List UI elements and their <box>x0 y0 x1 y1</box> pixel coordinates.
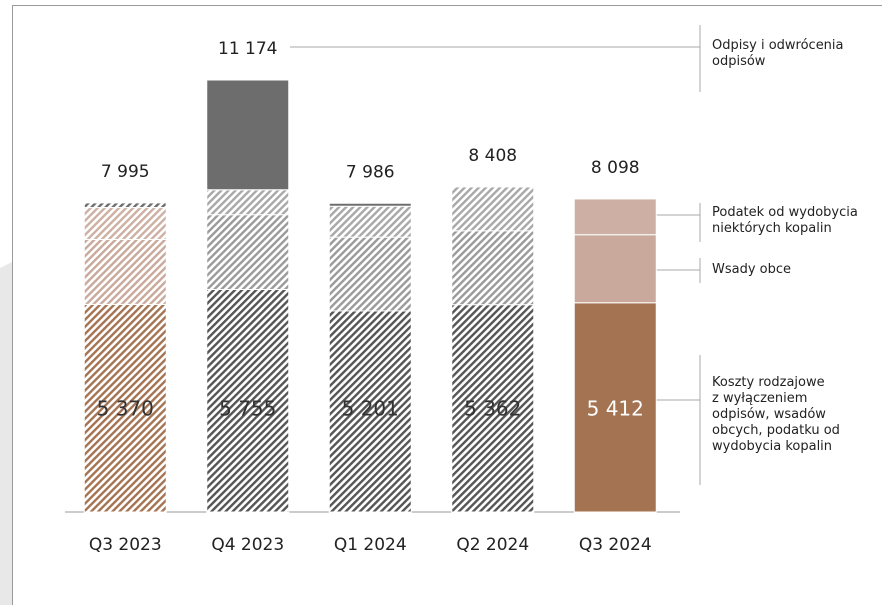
x-tick-label: Q3 2023 <box>89 535 162 555</box>
legend-entry: Podatek od wydobycia niektórych kopalin <box>712 205 858 236</box>
frame <box>12 5 882 605</box>
total-label: 7 995 <box>101 162 150 182</box>
legend-entry: Koszty rodzajowe z wyłączeniem odpisów, … <box>712 375 840 454</box>
side-strip <box>0 262 12 605</box>
bar-segment <box>328 202 412 207</box>
bar-segment <box>206 214 290 291</box>
segment-label: 5 370 <box>97 397 154 421</box>
bar-segment <box>328 205 412 238</box>
bar-segment <box>573 302 657 513</box>
x-tick-label: Q2 2024 <box>456 535 529 555</box>
bar-segment <box>206 289 290 513</box>
x-tick-label: Q4 2023 <box>211 535 284 555</box>
total-label: 7 986 <box>346 162 395 182</box>
x-tick-label: Q1 2024 <box>334 535 407 555</box>
bar-segment <box>573 234 657 304</box>
total-label: 11 174 <box>218 39 277 59</box>
legend-entry: Wsady obce <box>712 262 792 277</box>
segment-label: 5 412 <box>587 397 644 421</box>
segment-label: 5 755 <box>219 397 276 421</box>
total-label: 8 098 <box>591 158 640 178</box>
leaders <box>290 25 701 485</box>
total-label: 8 408 <box>468 146 517 166</box>
bar-segment <box>451 304 535 513</box>
bar-segment <box>83 238 167 305</box>
segment-label: 5 201 <box>342 397 399 421</box>
bar-segment <box>83 207 167 240</box>
bar-segment <box>573 198 657 236</box>
bar-segment <box>83 202 167 209</box>
bar-segment <box>206 189 290 216</box>
bar-segment <box>328 310 412 513</box>
legend-entry: Odpisy i odwrócenia odpisów <box>712 38 844 69</box>
x-tick-label: Q3 2024 <box>579 535 652 555</box>
bar-segment <box>451 230 535 306</box>
bar-segment <box>83 303 167 513</box>
segment-label: 5 362 <box>464 397 521 421</box>
bar-segment <box>328 236 412 312</box>
bar-segment <box>206 79 290 191</box>
bar-segment <box>451 186 535 232</box>
